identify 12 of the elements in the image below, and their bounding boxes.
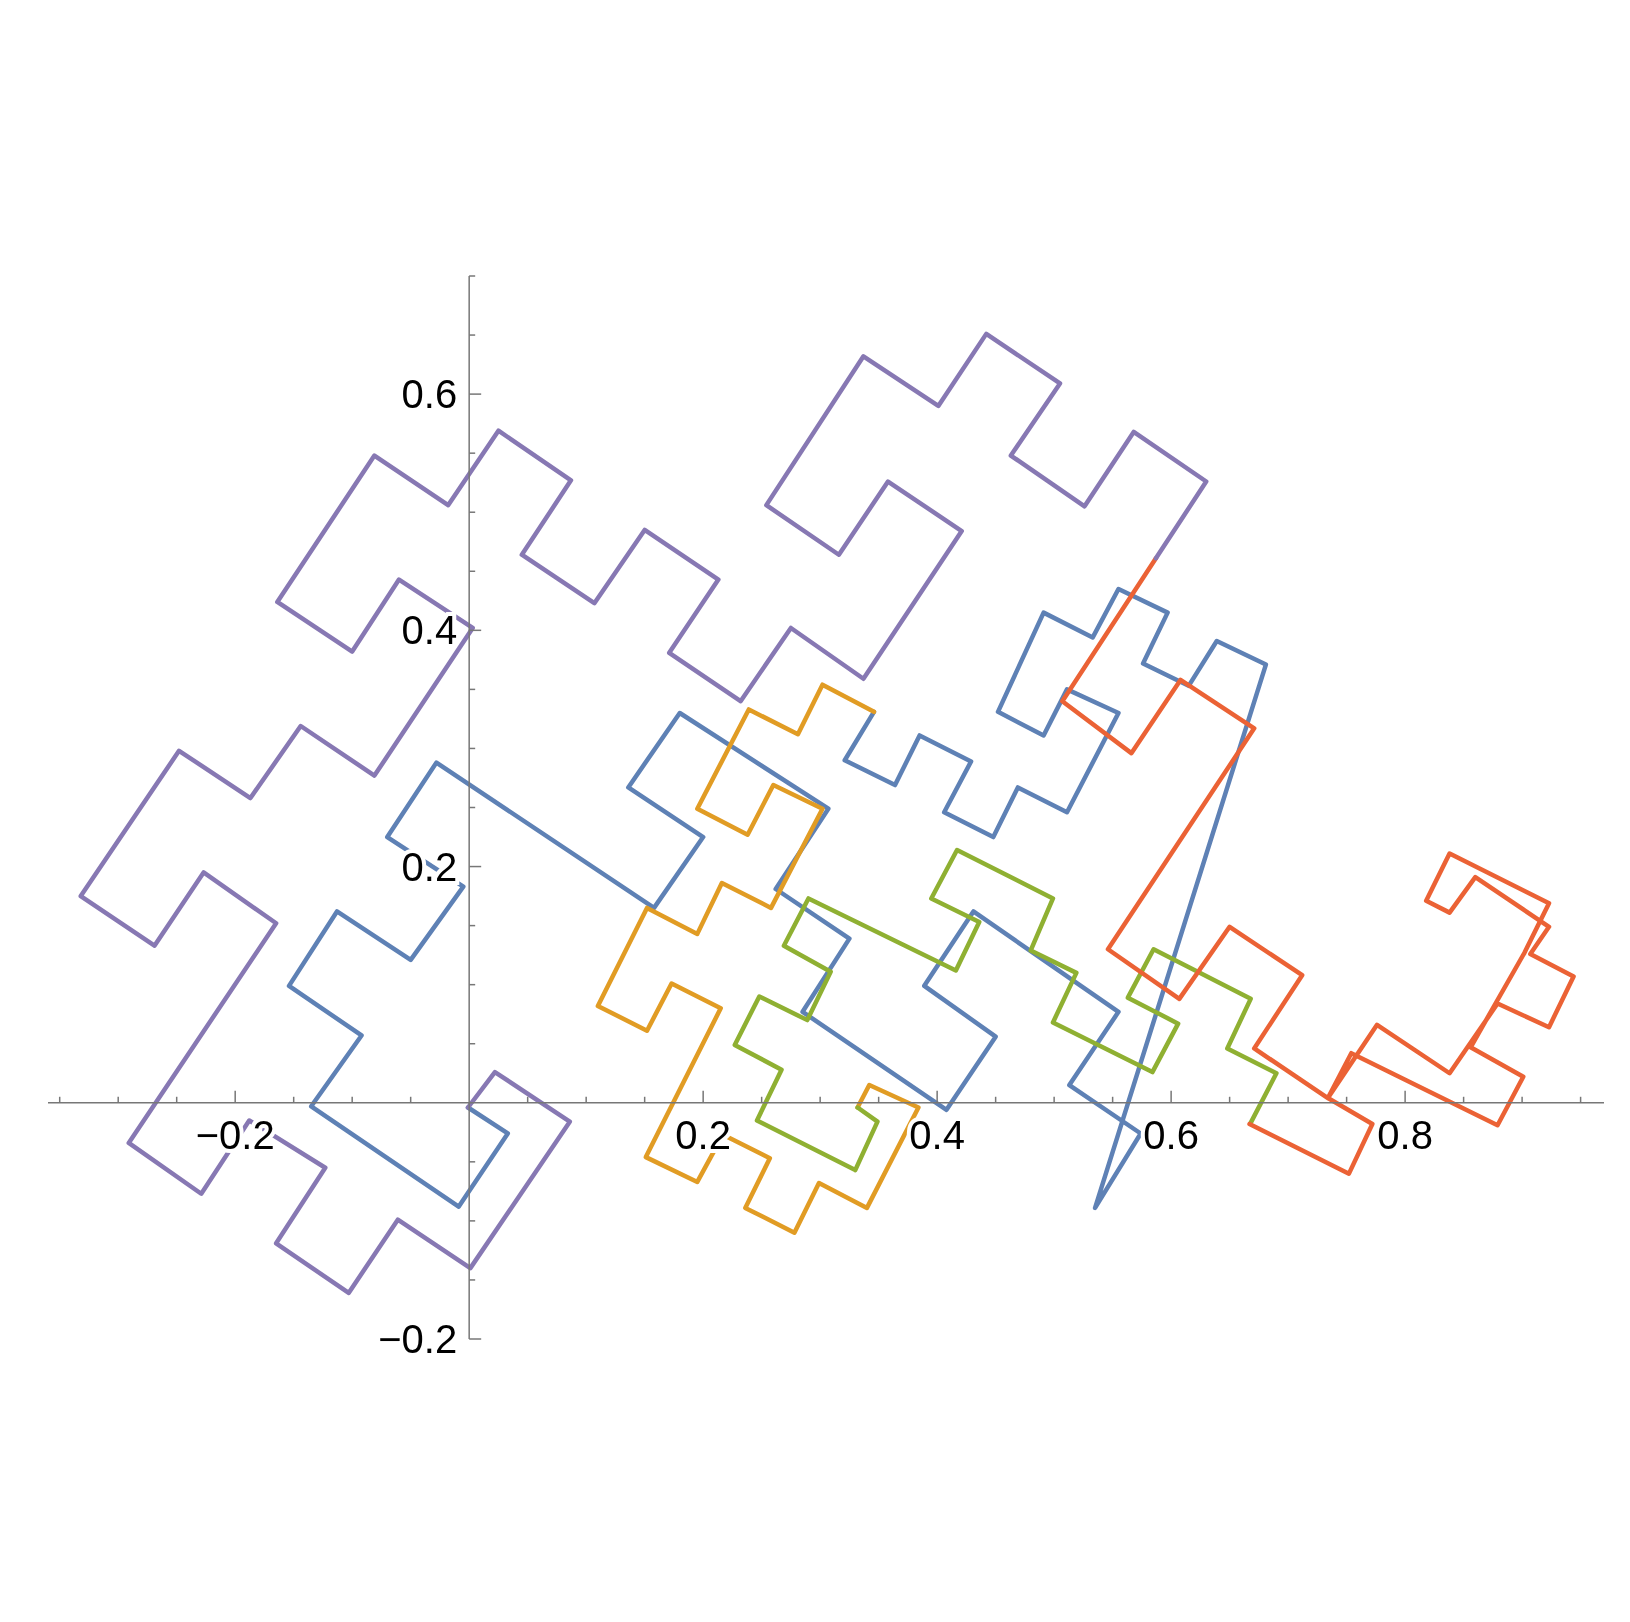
y-tick-label: −0.2	[378, 1317, 458, 1361]
line-series	[78, 331, 1209, 1296]
line-series	[286, 586, 1269, 1211]
line-series	[1060, 556, 1576, 1176]
x-tick-label: −0.2	[195, 1112, 275, 1157]
x-tick-label: 0.4	[909, 1112, 965, 1157]
x-tick-label: 0.8	[1377, 1112, 1433, 1157]
y-tick-label: 0.6	[401, 372, 458, 417]
x-tick-label: 0.2	[675, 1112, 731, 1157]
y-tick-label: 0.4	[401, 608, 458, 653]
line-series	[732, 847, 1279, 1173]
x-tick-label: 0.6	[1143, 1112, 1199, 1157]
